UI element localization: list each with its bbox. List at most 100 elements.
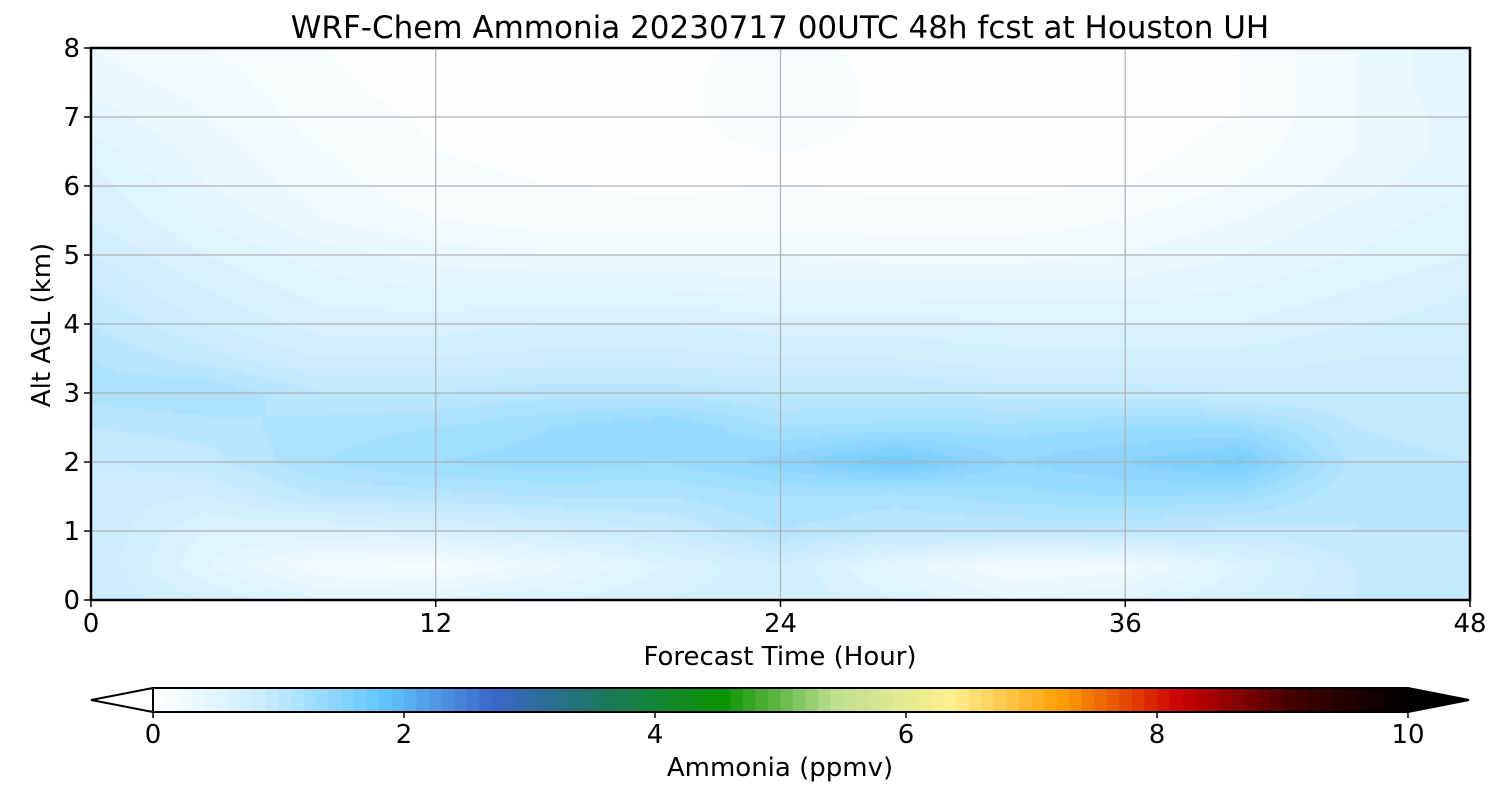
colorbar-segment (429, 688, 443, 712)
colorbar-segment (667, 688, 681, 712)
colorbar-ticks: 0 2 4 6 8 10 (145, 712, 1425, 750)
colorbar-segment (843, 688, 857, 712)
colorbar-segment (328, 688, 342, 712)
colorbar-segment (441, 688, 455, 712)
colorbar-segment (1207, 688, 1221, 712)
colorbar-segment (391, 688, 405, 712)
y-tick-label: 4 (63, 310, 80, 340)
x-tick-label: 36 (1109, 609, 1142, 639)
y-tick-label: 7 (63, 103, 80, 133)
colorbar-segment (629, 688, 644, 712)
colorbar-segment (516, 688, 531, 712)
y-axis-label: Alt AGL (km) (27, 243, 57, 407)
colorbar-segment (1157, 688, 1171, 712)
colorbar-segment (730, 688, 744, 712)
colorbar-segment (1345, 688, 1359, 712)
colorbar-tick-label: 0 (145, 720, 162, 750)
colorbar-tick-label: 2 (396, 720, 413, 750)
colorbar-segment (1320, 688, 1334, 712)
colorbar-segment (893, 688, 907, 712)
colorbar-tick-label: 10 (1391, 720, 1424, 750)
colorbar-segment (1295, 688, 1309, 712)
colorbar-segment (717, 688, 731, 712)
colorbar-segment (278, 688, 292, 712)
x-tick-label: 48 (1453, 609, 1486, 639)
colorbar-segment (956, 688, 970, 712)
colorbar-segment (793, 688, 807, 712)
colorbar-segment (1031, 688, 1045, 712)
colorbar-tick-label: 8 (1149, 720, 1166, 750)
colorbar-segment (341, 688, 355, 712)
colorbar-extend-min (90, 686, 154, 714)
colorbar-segment (1357, 688, 1371, 712)
colorbar-segment (1081, 688, 1095, 712)
colorbar-segment (1382, 688, 1397, 712)
colorbar-segment (404, 688, 418, 712)
colorbar-segment (617, 688, 631, 712)
colorbar-segment (767, 688, 782, 712)
colorbar-segment (918, 688, 932, 712)
colorbar-segment (742, 688, 756, 712)
colorbar-segment (981, 688, 995, 712)
colorbar-segment (228, 688, 242, 712)
colorbar-segment (1307, 688, 1321, 712)
colorbar-segment (1056, 688, 1070, 712)
colorbar-segment (1395, 688, 1409, 712)
colorbar-segment (240, 688, 254, 712)
colorbar-tick-label: 6 (898, 720, 915, 750)
colorbar-segment (855, 688, 869, 712)
colorbar-segment (868, 688, 882, 712)
colorbar-segment (1169, 688, 1183, 712)
colorbar-segment (1282, 688, 1296, 712)
colorbar-segment (1094, 688, 1108, 712)
colorbar-segment (491, 688, 505, 712)
colorbar-segment (830, 688, 844, 712)
colorbar-frame (152, 687, 1409, 713)
colorbar-segment (1269, 688, 1284, 712)
colorbar: 0 2 4 6 8 10 Ammonia (ppmv) (90, 686, 1470, 783)
chart-title: WRF-Chem Ammonia 20230717 00UTC 48h fcst… (291, 10, 1269, 46)
colorbar-segment (680, 688, 694, 712)
colorbar-segment (1244, 688, 1258, 712)
colorbar-segment (943, 688, 957, 712)
colorbar-segment (353, 688, 367, 712)
colorbar-segment (479, 688, 493, 712)
colorbar-segment (818, 688, 832, 712)
colorbar-segment (642, 688, 656, 712)
colorbar-segment (165, 688, 179, 712)
colorbar-segment (316, 688, 330, 712)
colorbar-segment (1119, 688, 1133, 712)
colorbar-segment (1018, 688, 1033, 712)
colorbar-label: Ammonia (ppmv) (667, 753, 893, 783)
colorbar-segment (579, 688, 593, 712)
colorbar-segment (153, 688, 167, 712)
colorbar-segment (1332, 688, 1346, 712)
colorbar-segment (529, 688, 543, 712)
colorbar-segment (1069, 688, 1083, 712)
x-axis: 0 12 24 36 48 (83, 600, 1487, 639)
colorbar-segment (931, 688, 945, 712)
colorbar-segment (542, 688, 556, 712)
colorbar-segment (504, 688, 518, 712)
y-tick-label: 3 (63, 379, 80, 409)
colorbar-segment (1106, 688, 1120, 712)
colorbar-segment (215, 688, 229, 712)
colorbar-segment (592, 688, 606, 712)
colorbar-segment (705, 688, 719, 712)
x-tick-label: 24 (764, 609, 797, 639)
colorbar-segment (554, 688, 568, 712)
colorbar-segment (1182, 688, 1196, 712)
colorbar-segment (692, 688, 706, 712)
colorbar-segment (1194, 688, 1208, 712)
x-tick-label: 12 (419, 609, 452, 639)
y-tick-label: 1 (63, 517, 80, 547)
y-tick-label: 2 (63, 448, 80, 478)
colorbar-segment (1144, 688, 1158, 712)
colorbar-segment (968, 688, 982, 712)
colorbar-segment (454, 688, 468, 712)
colorbar-segment (466, 688, 480, 712)
y-tick-label: 8 (63, 34, 80, 64)
colorbar-segment (880, 688, 895, 712)
colorbar-segment (203, 688, 217, 712)
